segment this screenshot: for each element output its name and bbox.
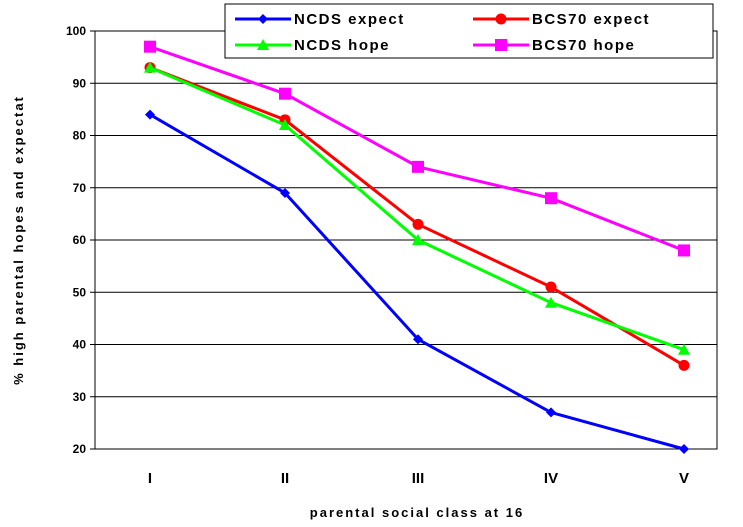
legend-entry-2: NCDS hope bbox=[235, 37, 390, 54]
legend-label-3: BCS70 hope bbox=[532, 37, 635, 54]
data-point-0-2 bbox=[413, 334, 423, 345]
data-point-1-2 bbox=[412, 218, 424, 230]
x-tick-label-II: II bbox=[281, 470, 289, 487]
y-tick-label-60: 60 bbox=[73, 233, 87, 247]
x-axis-ticks: I II III IV V bbox=[148, 470, 689, 487]
data-point-2-3 bbox=[545, 296, 557, 308]
data-point-2-1 bbox=[279, 119, 291, 131]
y-tick-label-30: 30 bbox=[73, 390, 87, 404]
data-point-0-1 bbox=[280, 187, 290, 198]
data-point-3-0 bbox=[144, 40, 156, 53]
data-point-0-0 bbox=[145, 109, 155, 120]
legend-marker-2 bbox=[257, 39, 269, 50]
legend-marker-0 bbox=[258, 14, 268, 24]
data-point-1-4 bbox=[678, 359, 690, 371]
y-tick-label-100: 100 bbox=[66, 24, 86, 38]
x-tick-label-III: III bbox=[412, 470, 425, 487]
y-tick-label-70: 70 bbox=[73, 181, 87, 195]
y-tick-label-50: 50 bbox=[73, 285, 87, 299]
y-tick-label-80: 80 bbox=[73, 129, 87, 143]
data-point-3-4 bbox=[678, 244, 690, 257]
series-ncds-expect bbox=[145, 109, 689, 454]
legend-entry-0: NCDS expect bbox=[235, 11, 405, 28]
data-point-0-4 bbox=[679, 444, 689, 454]
y-tick-label-90: 90 bbox=[73, 76, 87, 90]
legend-box bbox=[224, 3, 714, 59]
gridlines bbox=[95, 30, 717, 398]
y-tick-label-20: 20 bbox=[73, 442, 87, 456]
x-tick-label-V: V bbox=[679, 470, 689, 487]
legend-marker-3 bbox=[495, 39, 507, 51]
legend-label-1: BCS70 expect bbox=[532, 11, 650, 28]
legend: NCDS expect BCS70 expect NCDS hope BCS70 ho… bbox=[224, 3, 714, 59]
data-point-0-3 bbox=[546, 407, 556, 418]
series-ncds-hope bbox=[144, 61, 690, 355]
series-group bbox=[144, 40, 690, 454]
x-tick-label-IV: IV bbox=[544, 470, 558, 487]
data-point-3-1 bbox=[279, 87, 291, 100]
data-point-3-3 bbox=[545, 192, 557, 205]
series-bcs70-hope bbox=[144, 40, 690, 257]
x-axis-title: parental social class at 16 bbox=[310, 505, 524, 520]
data-point-1-3 bbox=[545, 281, 557, 293]
legend-marker-1 bbox=[495, 13, 507, 25]
y-axis-title: % high parental hopes and expectat bbox=[11, 95, 26, 385]
data-point-2-0 bbox=[144, 61, 156, 73]
legend-entry-1: BCS70 expect bbox=[473, 11, 650, 28]
data-point-2-2 bbox=[412, 234, 424, 245]
legend-entry-3: BCS70 hope bbox=[473, 37, 635, 54]
y-axis-ticks: 20 30 40 50 60 70 80 90 100 bbox=[66, 24, 95, 456]
legend-label-0: NCDS expect bbox=[294, 11, 405, 28]
legend-label-2: NCDS hope bbox=[294, 37, 390, 54]
data-point-2-4 bbox=[678, 343, 690, 355]
x-tick-label-I: I bbox=[148, 470, 152, 487]
data-point-3-2 bbox=[412, 160, 424, 173]
y-tick-label-40: 40 bbox=[73, 338, 87, 352]
